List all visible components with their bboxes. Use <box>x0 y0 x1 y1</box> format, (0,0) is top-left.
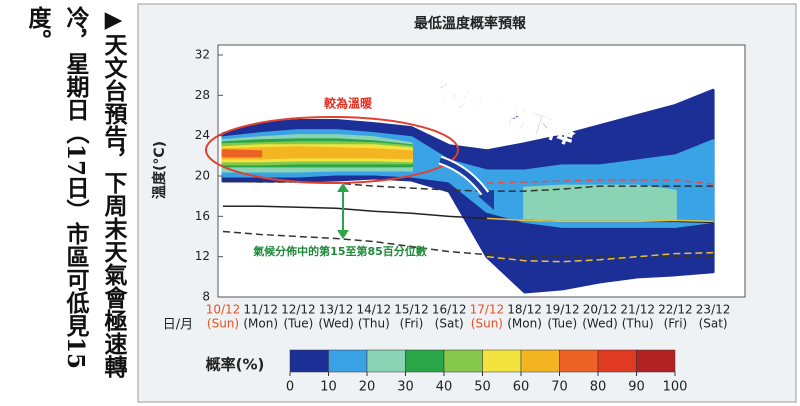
x-tick-label: 10/12 <box>206 303 241 317</box>
y-tick-label: 12 <box>195 249 210 263</box>
line <box>486 217 714 223</box>
y-tick-label: 32 <box>195 48 210 62</box>
x-tick-label: 22/12 <box>658 303 693 317</box>
x-tick-weekday: (Wed) <box>582 317 618 331</box>
x-tick-weekday: (Thu) <box>622 317 654 331</box>
probability-band <box>221 146 413 160</box>
colorbar-tick-label: 90 <box>628 380 645 395</box>
y-tick-label: 20 <box>195 169 210 183</box>
line <box>486 179 714 185</box>
x-tick-weekday: (Mon) <box>507 317 542 331</box>
x-tick-label: 16/12 <box>432 303 467 317</box>
x-tick-label: 20/12 <box>583 303 618 317</box>
colorbar-tick-label: 80 <box>590 380 607 395</box>
line <box>486 251 714 263</box>
colorbar-cell <box>636 349 676 373</box>
caption: ▶天文台預告，下周末天氣會極速轉冷，星期日（17日）市區可低見15度。 <box>24 6 127 378</box>
y-tick-label: 8 <box>202 290 210 304</box>
x-tick-weekday: (Fri) <box>664 317 688 331</box>
warm-ellipse <box>205 116 459 184</box>
colorbar-cell <box>597 349 637 373</box>
colorbar-cell <box>405 349 445 373</box>
x-tick-label: 15/12 <box>394 303 429 317</box>
x-tick-weekday: (Tue) <box>547 317 577 331</box>
x-tick-label: 21/12 <box>620 303 655 317</box>
colorbar-cell <box>520 349 560 373</box>
y-axis-label: 溫度(°C) <box>151 141 168 199</box>
x-tick-weekday: (Fri) <box>400 317 424 331</box>
x-tick-label: 11/12 <box>243 303 278 317</box>
colorbar-tick-label: 50 <box>474 380 491 395</box>
y-tick-label: 28 <box>195 88 210 102</box>
colorbar-cell <box>482 349 522 373</box>
probability-band <box>523 184 677 222</box>
colorbar-cell <box>328 349 368 373</box>
arrow-head <box>478 190 494 210</box>
x-axis-label: 日/月 <box>163 318 193 333</box>
colorbar-tick-label: 10 <box>320 380 337 395</box>
colorbar-label: 概率(%) <box>206 356 265 374</box>
chart-title: 最低溫度概率預報 <box>414 15 527 32</box>
colorbar-tick-label: 20 <box>359 380 376 395</box>
x-tick-weekday: (Sun) <box>207 317 239 331</box>
colorbar-cell <box>443 349 483 373</box>
colorbar-tick-label: 70 <box>551 380 568 395</box>
colorbar-tick-label: 100 <box>663 380 688 395</box>
colorbar-tick-label: 30 <box>397 380 414 395</box>
annotation: 氣候分佈中的第15至第85百分位數 <box>253 244 427 258</box>
colorbar-cell <box>289 349 329 373</box>
x-tick-label: 14/12 <box>357 303 392 317</box>
colorbar-tick-label: 40 <box>436 380 453 395</box>
x-tick-weekday: (Sat) <box>435 317 464 331</box>
x-tick-weekday: (Mon) <box>243 317 278 331</box>
y-tick-label: 16 <box>195 209 210 223</box>
annotation: 較為溫暖 <box>324 96 373 111</box>
x-tick-weekday: (Thu) <box>358 317 390 331</box>
x-tick-label: 17/12 <box>470 303 505 317</box>
colorbar-tick-label: 0 <box>286 380 294 395</box>
colorbar-tick-label: 60 <box>513 380 530 395</box>
x-tick-weekday: (Sun) <box>471 317 503 331</box>
colorbar-cell <box>559 349 599 373</box>
x-tick-label: 23/12 <box>696 303 731 317</box>
x-tick-label: 19/12 <box>545 303 580 317</box>
y-tick-label: 24 <box>195 128 210 142</box>
colorbar-cell <box>366 349 406 373</box>
probability-band <box>221 149 263 158</box>
x-tick-weekday: (Tue) <box>283 317 313 331</box>
x-tick-weekday: (Wed) <box>318 317 354 331</box>
x-tick-label: 12/12 <box>281 303 316 317</box>
x-tick-weekday: (Sat) <box>699 317 728 331</box>
x-tick-label: 13/12 <box>319 303 354 317</box>
x-tick-label: 18/12 <box>507 303 542 317</box>
